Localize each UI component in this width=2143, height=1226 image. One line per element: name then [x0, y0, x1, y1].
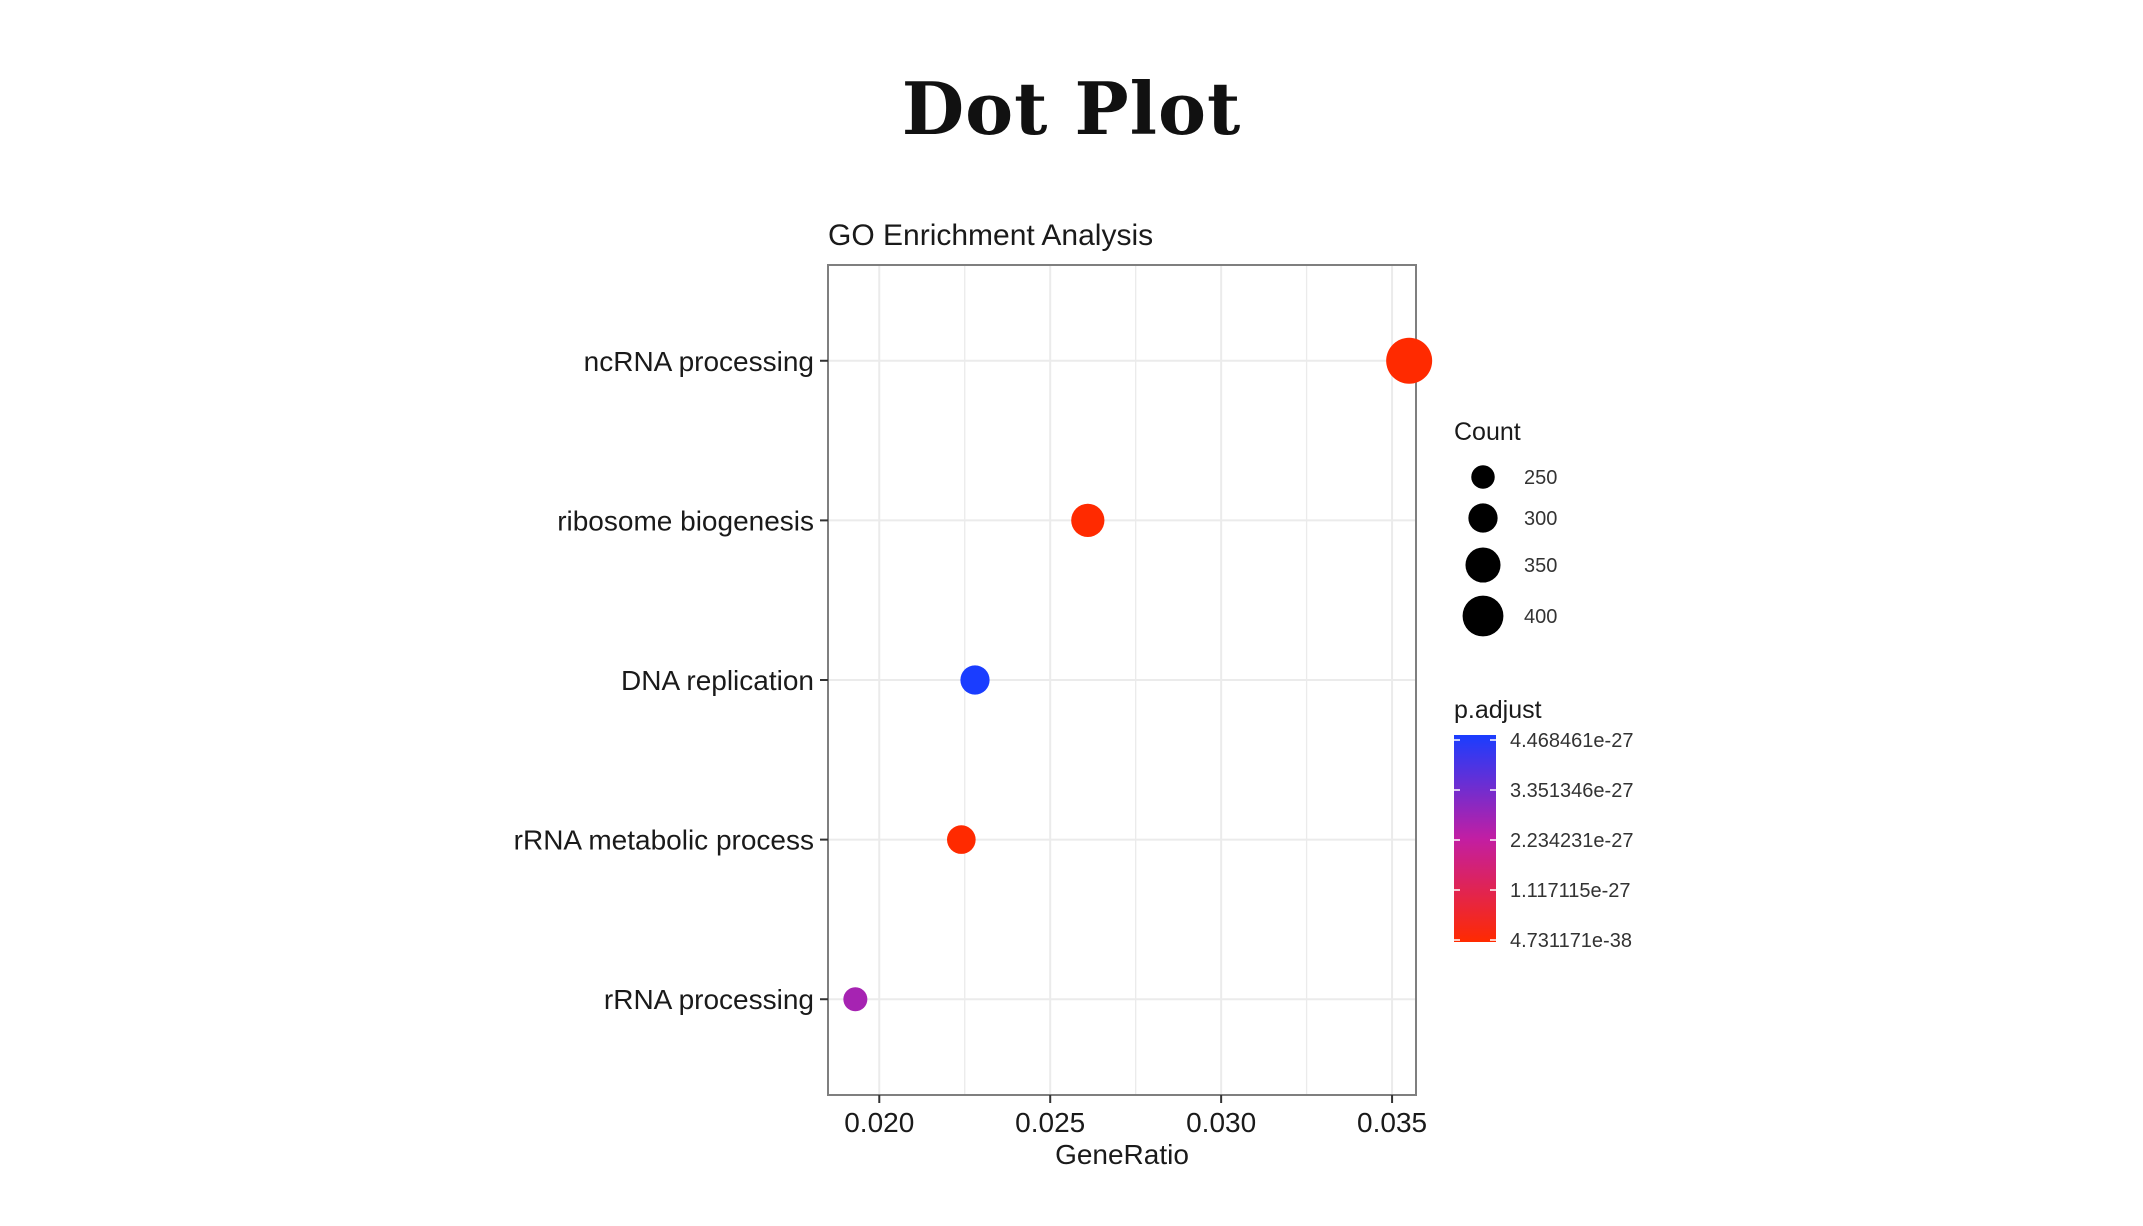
color-legend-label: 1.117115e-27 [1510, 880, 1630, 902]
x-tick-label: 0.025 [1015, 1107, 1085, 1138]
x-tick-label: 0.030 [1186, 1107, 1256, 1138]
color-legend-title: p.adjust [1454, 696, 1542, 724]
page-title: Dot Plot [901, 66, 1242, 151]
size-legend-dot [1468, 503, 1498, 533]
data-point [843, 987, 868, 1012]
y-axis: ncRNA processing ribosome biogenesis DNA r… [514, 346, 828, 1015]
size-legend-dot [1465, 547, 1501, 583]
size-legend: Count 250 300 350 400 [1454, 418, 1557, 637]
color-legend-label: 2.234231e-27 [1510, 830, 1633, 852]
chart-title: GO Enrichment Analysis [828, 219, 1153, 252]
size-legend-label: 350 [1524, 555, 1557, 577]
y-tick-label: ribosome biogenesis [557, 505, 814, 536]
color-legend-label: 3.351346e-27 [1510, 780, 1633, 802]
y-tick-label: rRNA processing [604, 984, 814, 1015]
size-legend-label: 250 [1524, 467, 1557, 489]
data-point [1386, 337, 1433, 384]
color-legend: p.adjust 4.468461e-27 3.351346e-27 2.23423… [1454, 696, 1633, 952]
data-points [843, 337, 1433, 1012]
size-legend-label: 300 [1524, 508, 1557, 530]
y-tick-label: DNA replication [621, 665, 814, 696]
size-legend-dot [1462, 595, 1504, 637]
data-point [1071, 503, 1105, 538]
size-legend-label: 400 [1524, 606, 1557, 628]
color-legend-bar [1454, 735, 1496, 942]
x-tick-label: 0.020 [844, 1107, 914, 1138]
data-point [947, 825, 976, 854]
x-axis-label: GeneRatio [1055, 1139, 1189, 1170]
x-tick-label: 0.035 [1357, 1107, 1427, 1138]
y-tick-label: rRNA metabolic process [514, 825, 814, 856]
size-legend-title: Count [1454, 418, 1521, 446]
plot-grid [828, 265, 1416, 1095]
data-point [960, 665, 990, 695]
color-legend-label: 4.731171e-38 [1510, 930, 1632, 952]
color-legend-label: 4.468461e-27 [1510, 730, 1633, 752]
y-tick-label: ncRNA processing [584, 346, 814, 377]
x-axis: 0.020 0.025 0.030 0.035 [844, 1095, 1427, 1138]
size-legend-dot [1471, 465, 1495, 489]
